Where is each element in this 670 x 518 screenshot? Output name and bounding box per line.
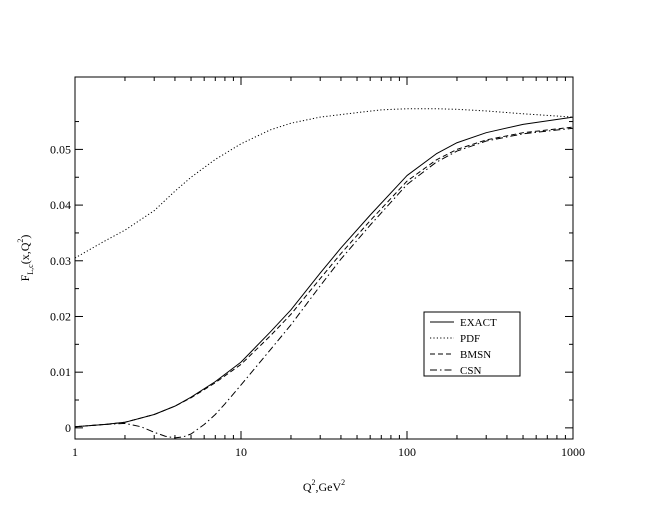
tick-layer: 1 10 100 1000 0 0.01 0.02 0.03 0.04 0.05	[50, 77, 585, 459]
legend-box	[423, 311, 521, 377]
y-tick-label: 0	[65, 421, 71, 435]
legend: EXACT PDF BMSN CSN	[423, 311, 521, 377]
x-tick-label: 1000	[561, 445, 585, 459]
legend-label-bmsn: BMSN	[460, 349, 491, 361]
y-tick-label: 0.03	[50, 254, 71, 268]
y-tick-label: 0.02	[50, 309, 71, 323]
x-tick-label: 100	[398, 445, 416, 459]
x-axis-title: Q2,GeV2	[303, 478, 345, 494]
x-tick-label: 10	[235, 445, 247, 459]
series-csn-line	[74, 127, 574, 439]
legend-label-exact: EXACT	[460, 317, 497, 329]
y-tick-label: 0.01	[50, 365, 71, 379]
x-tick-label: 1	[72, 445, 78, 459]
series-bmsn-line	[74, 126, 574, 428]
series-exact-line	[74, 116, 574, 428]
legend-items: EXACT PDF BMSN CSN	[430, 317, 497, 377]
plot-frame	[74, 76, 574, 440]
y-tick-label: 0.04	[50, 198, 71, 212]
series-pdf-line	[74, 108, 574, 259]
series-layer	[74, 108, 574, 439]
legend-label-csn: CSN	[460, 365, 481, 377]
y-tick-label: 0.05	[50, 142, 71, 156]
legend-label-pdf: PDF	[460, 333, 480, 345]
y-axis-title: FL,c(x,Q2)	[16, 235, 35, 282]
